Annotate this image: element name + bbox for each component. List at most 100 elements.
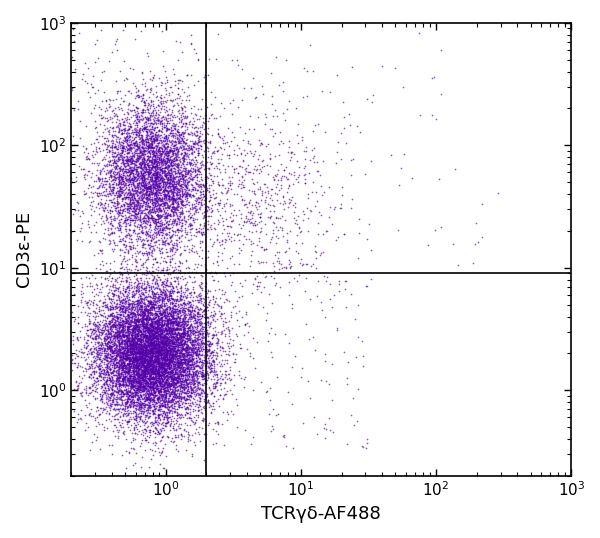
Point xyxy=(172,416,181,424)
Point xyxy=(182,194,192,203)
Point xyxy=(176,324,185,333)
Point xyxy=(160,394,169,403)
Point xyxy=(177,362,187,370)
Point xyxy=(141,303,151,312)
Point xyxy=(106,303,115,312)
Point xyxy=(191,155,200,164)
Point xyxy=(197,230,206,238)
Point xyxy=(182,317,191,325)
Point xyxy=(131,401,140,410)
Point xyxy=(107,311,116,320)
Point xyxy=(161,314,171,322)
Point xyxy=(155,331,164,340)
Point xyxy=(128,344,137,352)
Point xyxy=(77,322,87,331)
Point xyxy=(133,197,142,206)
Point xyxy=(135,347,145,356)
Point xyxy=(122,277,132,286)
Point xyxy=(107,385,117,394)
Point xyxy=(146,184,155,193)
Point xyxy=(153,332,163,341)
Point xyxy=(200,348,209,356)
Point xyxy=(84,181,94,189)
Point xyxy=(148,366,158,374)
Point xyxy=(137,134,147,143)
Point xyxy=(131,321,141,330)
Point xyxy=(152,404,161,412)
Point xyxy=(220,356,230,364)
Point xyxy=(154,353,163,362)
Point xyxy=(165,323,175,332)
Point xyxy=(200,161,209,170)
Point xyxy=(100,166,109,175)
Point xyxy=(137,207,147,216)
Point xyxy=(102,379,112,388)
Point xyxy=(156,94,166,102)
Point xyxy=(191,328,200,337)
Point xyxy=(136,330,145,339)
Point xyxy=(95,372,104,380)
Point xyxy=(142,113,152,122)
Point xyxy=(161,391,171,400)
Point xyxy=(151,169,160,178)
Point xyxy=(152,384,162,393)
Point xyxy=(161,419,170,427)
Point xyxy=(163,276,172,285)
Point xyxy=(151,199,161,208)
Point xyxy=(172,388,182,397)
Point xyxy=(136,381,145,390)
Point xyxy=(146,83,156,92)
Point xyxy=(168,377,178,385)
Point xyxy=(154,344,164,352)
Point xyxy=(208,372,218,380)
Point xyxy=(158,307,168,316)
Point xyxy=(128,377,137,386)
Point xyxy=(124,123,133,132)
Point xyxy=(145,298,155,306)
Point xyxy=(118,377,128,385)
Point xyxy=(199,375,208,384)
Point xyxy=(161,386,171,394)
Point xyxy=(166,280,175,288)
Point xyxy=(166,337,175,345)
Point xyxy=(90,321,100,330)
Point xyxy=(128,339,137,348)
Point xyxy=(165,426,175,434)
Point xyxy=(108,382,118,391)
Point xyxy=(131,339,141,348)
Point xyxy=(88,188,98,197)
Point xyxy=(166,186,175,194)
Point xyxy=(229,229,239,238)
Point xyxy=(115,324,124,332)
Point xyxy=(172,126,182,134)
Point xyxy=(156,358,166,367)
Point xyxy=(197,364,207,372)
Point xyxy=(145,308,154,316)
Point xyxy=(124,359,133,368)
Point xyxy=(99,66,109,75)
Point xyxy=(143,358,153,366)
Point xyxy=(139,158,149,166)
Point xyxy=(199,200,209,208)
Point xyxy=(300,162,310,171)
Point xyxy=(116,392,126,401)
Point xyxy=(138,380,148,389)
Point xyxy=(142,329,151,337)
Point xyxy=(106,365,115,374)
Point xyxy=(161,355,170,363)
Point xyxy=(140,344,149,353)
Point xyxy=(137,342,146,350)
Point xyxy=(193,176,202,185)
Point xyxy=(202,172,211,180)
Point xyxy=(113,333,122,342)
Point xyxy=(118,330,128,338)
Point xyxy=(90,387,100,395)
Point xyxy=(107,345,116,354)
Point xyxy=(176,335,185,343)
Point xyxy=(124,362,134,370)
Point xyxy=(202,368,211,377)
Point xyxy=(86,371,95,379)
Point xyxy=(137,373,146,382)
Point xyxy=(163,336,172,344)
Point xyxy=(191,199,201,207)
